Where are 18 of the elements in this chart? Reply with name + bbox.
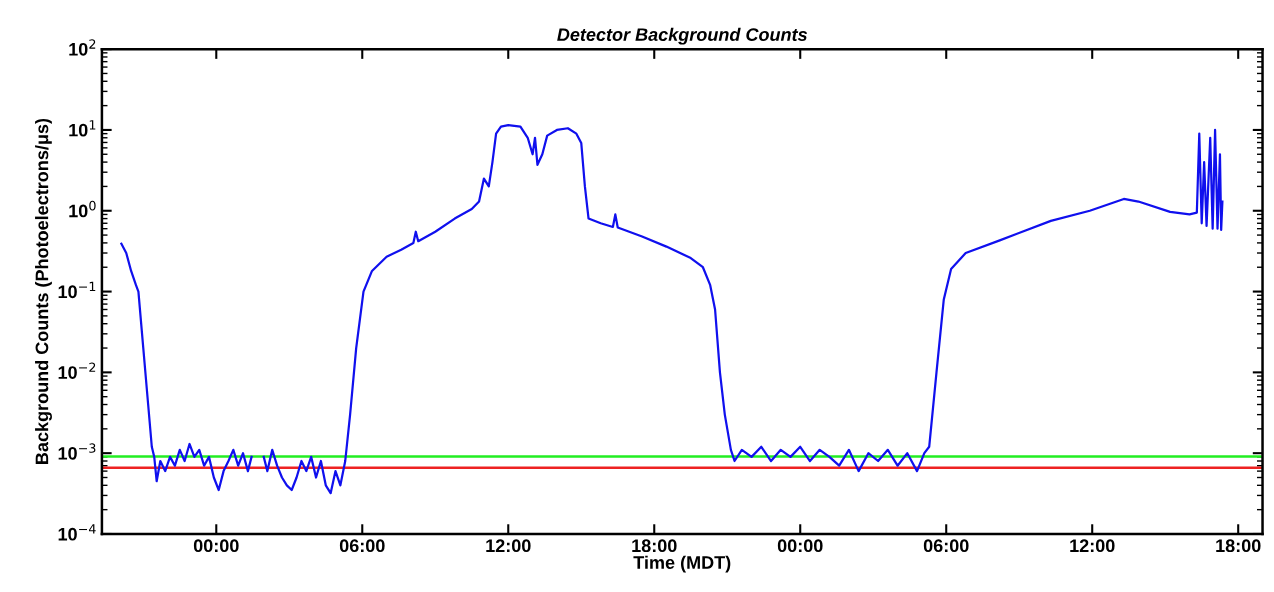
x-tick-label: 06:00	[923, 539, 969, 553]
y-tick-label: 10$^{−3}$	[58, 443, 96, 460]
x-tick-label: 18:00	[632, 539, 677, 553]
x-tick-label: 00:00	[193, 539, 239, 553]
y-tick-label: 10$^{−2}$	[58, 362, 96, 379]
x-tick-label: 06:00	[339, 539, 385, 553]
chart-title: Detector Background Counts	[557, 27, 808, 45]
y-tick-label: 10$^{−1}$	[58, 281, 96, 299]
x-tick-label: 12:00	[1070, 539, 1115, 553]
y-tick-label: 10$^{2}$	[69, 39, 96, 56]
y-tick-label: 10$^{0}$	[69, 200, 96, 218]
x-tick-label: 12:00	[486, 539, 531, 553]
x-tick-label: 18:00	[1216, 539, 1261, 553]
x-axis-title: Time (MDT)	[633, 555, 731, 573]
y-axis-title: Background Counts (Photoelectrons/μs)	[35, 118, 52, 464]
x-tick-label: 00:00	[777, 539, 823, 553]
y-tick-label: 10$^{1}$	[69, 120, 96, 137]
y-tick-label: 10$^{−4}$	[58, 524, 96, 541]
